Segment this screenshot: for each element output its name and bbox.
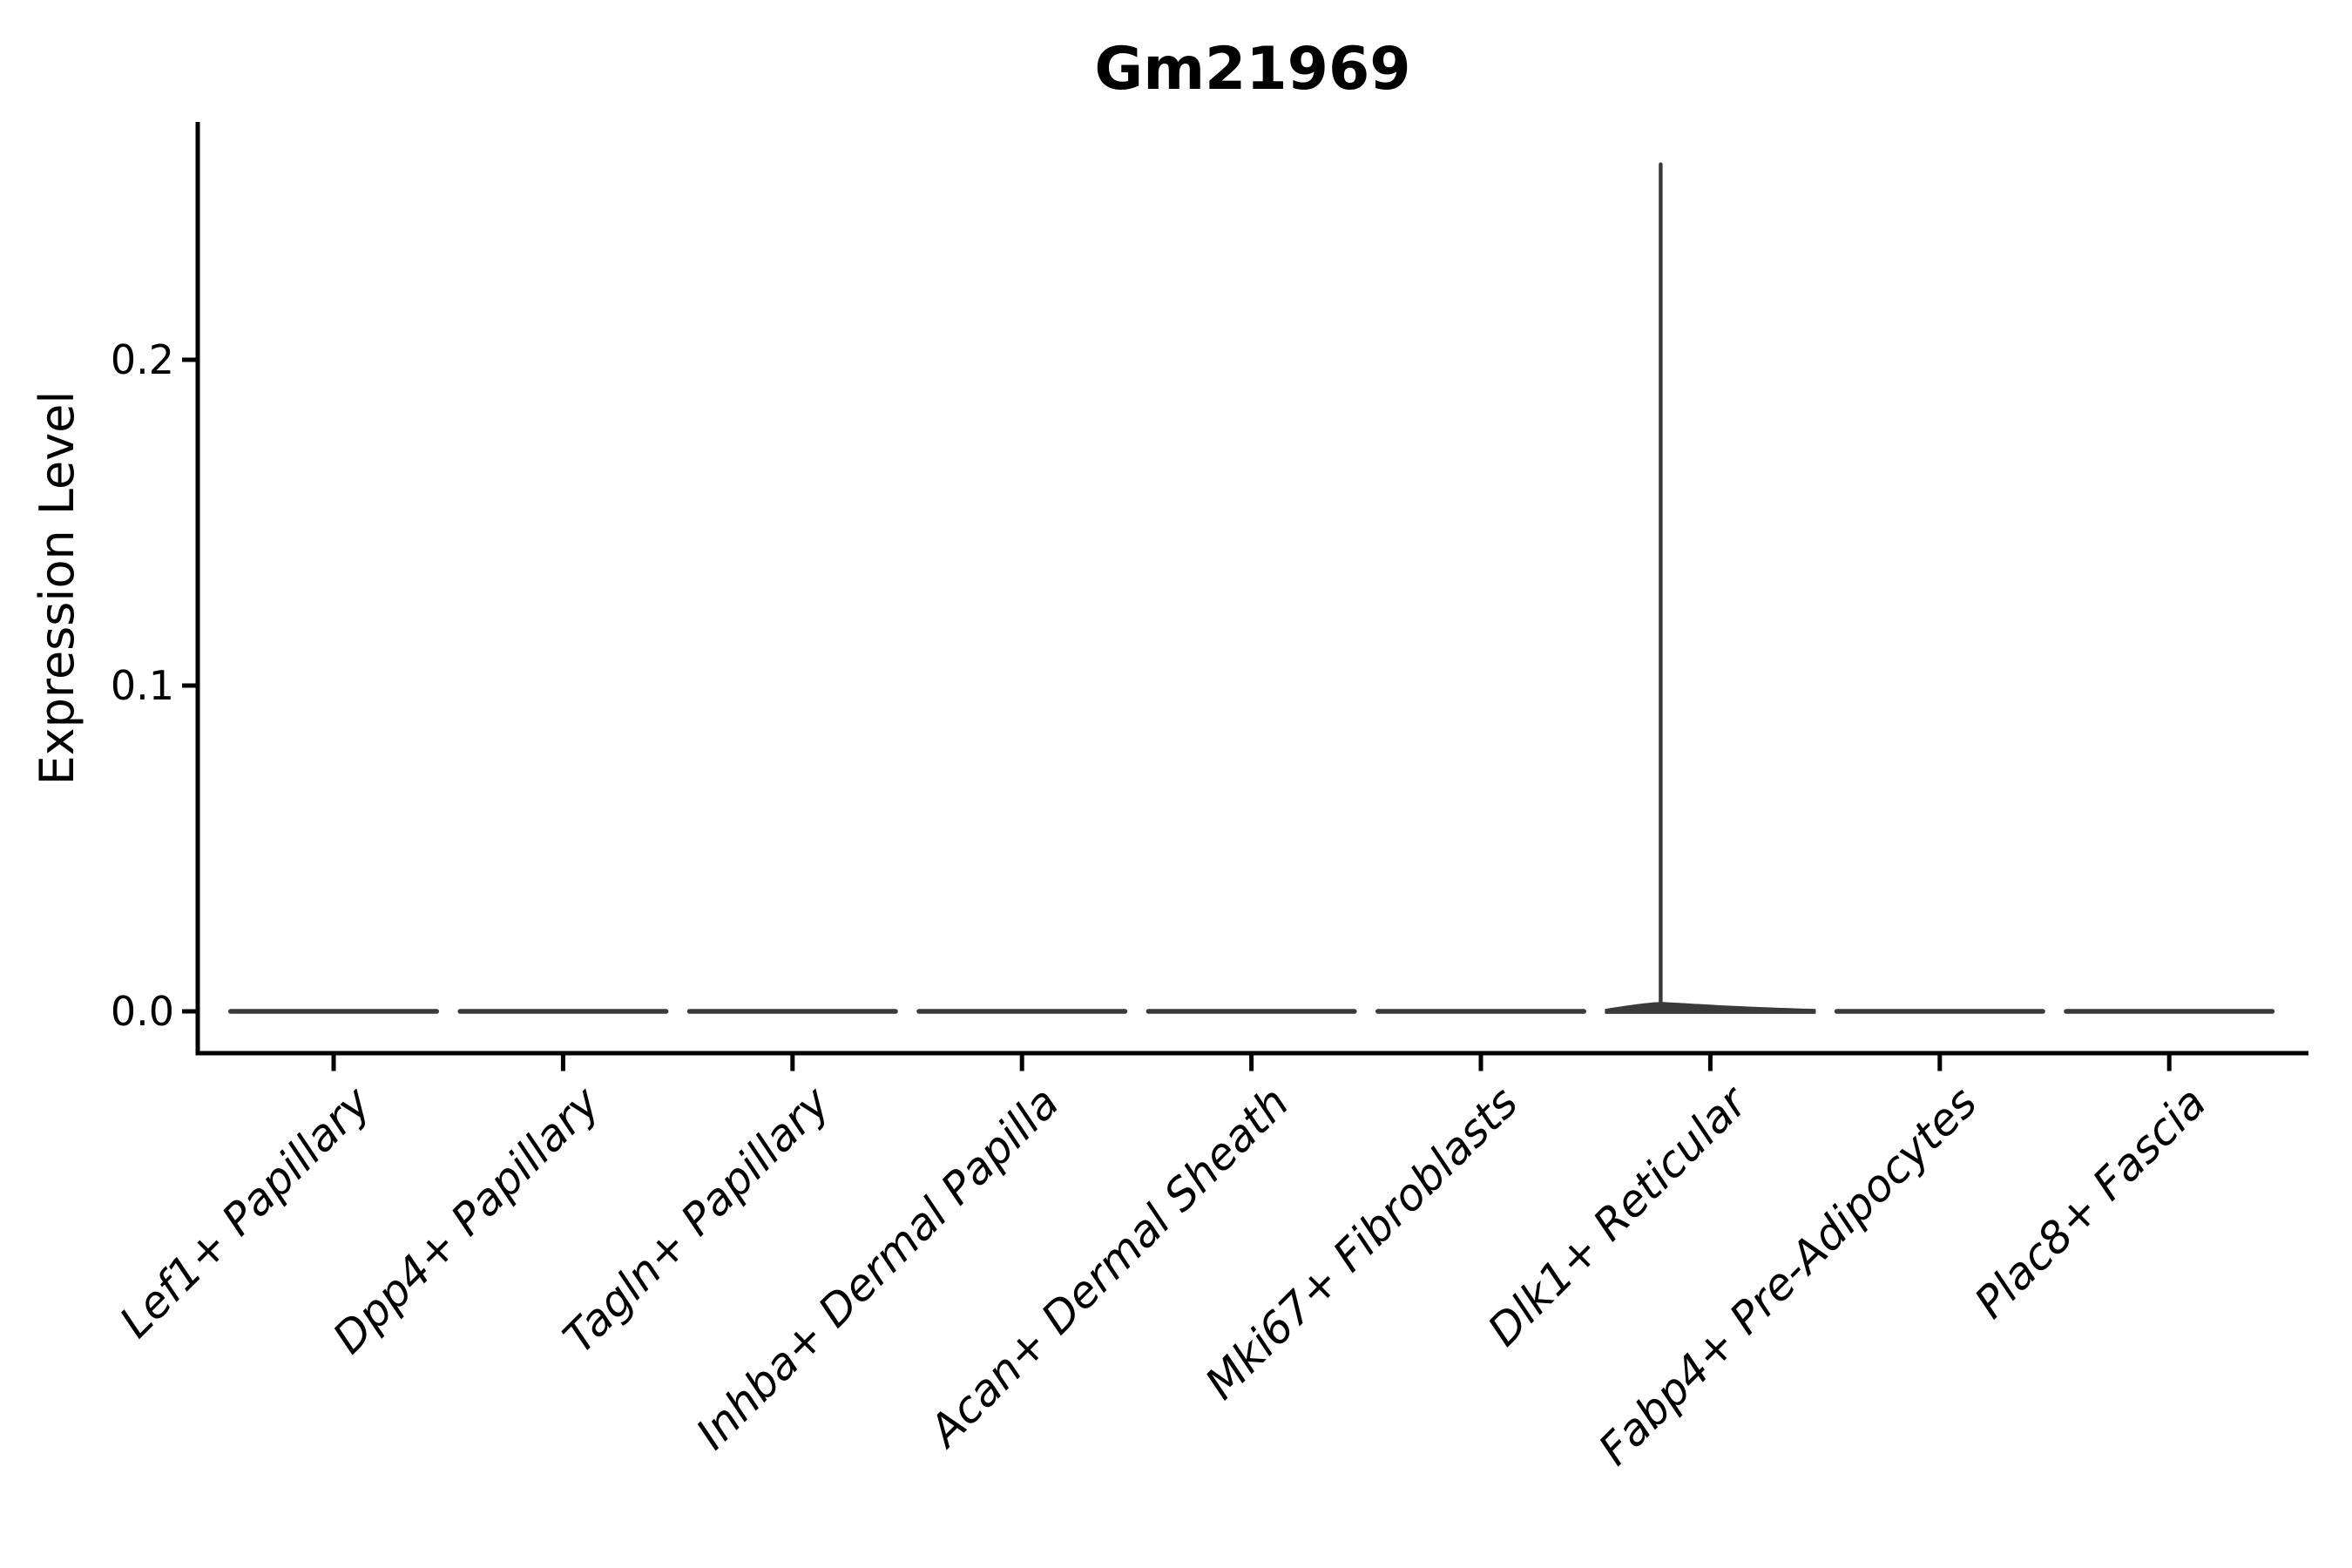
- y-tick-label: 0.2: [110, 336, 174, 383]
- violin-density-swell: [1605, 1002, 1816, 1014]
- y-tick-label: 0.0: [110, 988, 174, 1035]
- y-tick-label: 0.1: [110, 662, 174, 709]
- chart-title: Gm21969: [1094, 35, 1411, 104]
